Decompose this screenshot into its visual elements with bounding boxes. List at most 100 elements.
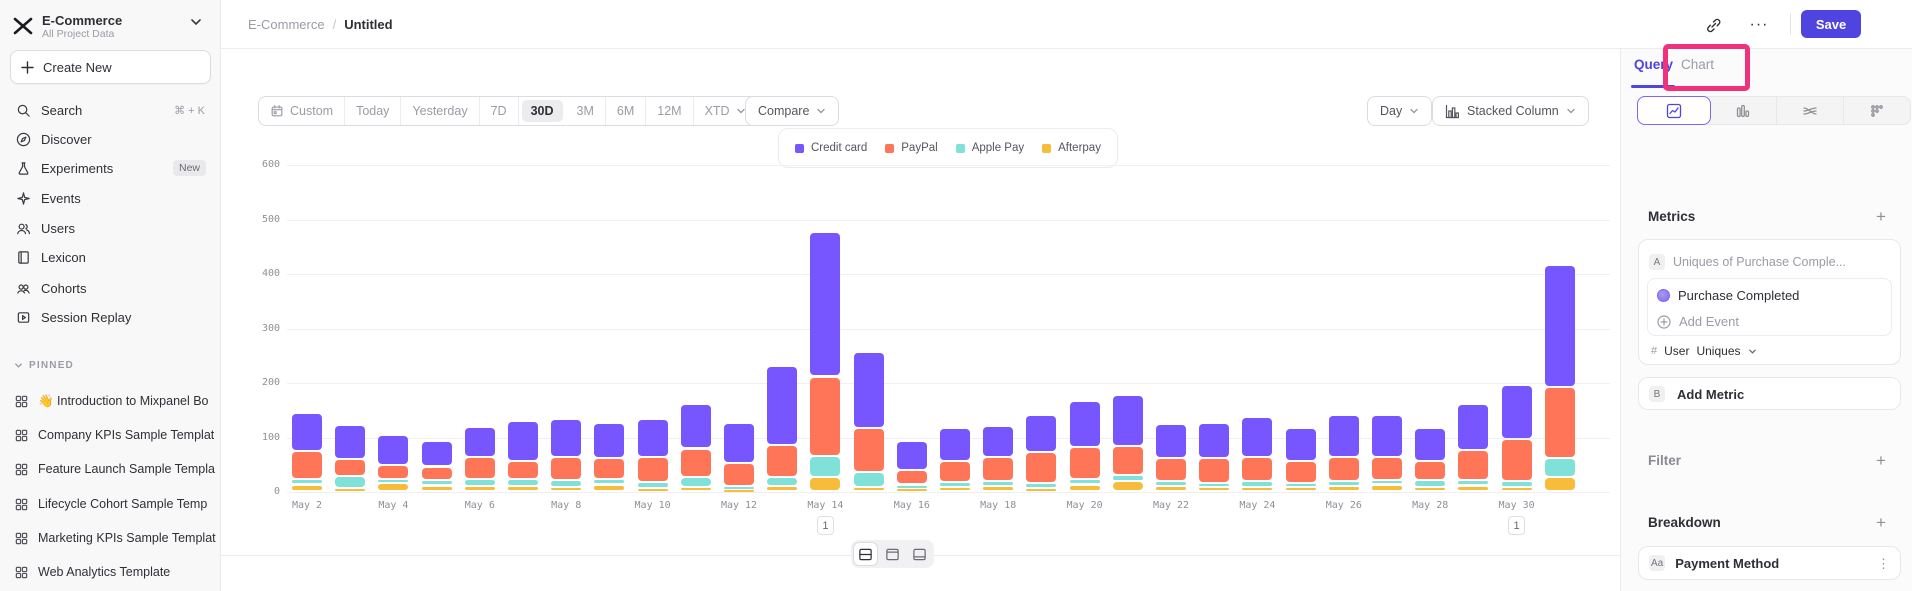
- date-range-6m[interactable]: 6M: [606, 97, 647, 125]
- bar-segment-credit-card[interactable]: [983, 426, 1014, 457]
- chart-annotation-badge[interactable]: 1: [816, 516, 834, 535]
- compare-button[interactable]: Compare: [745, 96, 840, 126]
- bar-segment-credit-card[interactable]: [335, 425, 366, 459]
- bar-segment-paypal[interactable]: [1026, 452, 1057, 482]
- sidebar-pinned-board[interactable]: Web Analytics Template: [6, 557, 219, 587]
- bar-segment-credit-card[interactable]: [594, 423, 625, 458]
- bar-segment-afterpay[interactable]: [1069, 485, 1100, 490]
- tab-query[interactable]: Query: [1634, 57, 1674, 72]
- bar-segment-paypal[interactable]: [335, 460, 366, 475]
- legend-item-apple-pay[interactable]: Apple Pay: [955, 142, 1024, 154]
- bar-segment-paypal[interactable]: [1069, 448, 1100, 478]
- sidebar-item-lexicon[interactable]: Lexicon: [6, 243, 215, 271]
- bar-segment-credit-card[interactable]: [724, 423, 754, 462]
- bar-segment-afterpay[interactable]: [983, 486, 1014, 490]
- bar-segment-afterpay[interactable]: [335, 488, 366, 491]
- bar-segment-paypal[interactable]: [1285, 462, 1316, 482]
- pinned-section-header[interactable]: PINNED: [14, 360, 74, 371]
- bar-segment-credit-card[interactable]: [378, 435, 409, 464]
- save-button[interactable]: Save: [1801, 10, 1861, 38]
- bar-segment-credit-card[interactable]: [421, 441, 452, 466]
- bar-segment-apple-pay[interactable]: [1026, 483, 1057, 488]
- bar-segment-paypal[interactable]: [1328, 458, 1359, 481]
- add-event-row[interactable]: Add Event: [1657, 314, 1739, 329]
- bar-segment-afterpay[interactable]: [1112, 482, 1143, 490]
- bar-segment-apple-pay[interactable]: [1069, 480, 1100, 484]
- bar-segment-afterpay[interactable]: [551, 487, 582, 490]
- add-metric-plus-button[interactable]: +: [1876, 207, 1886, 226]
- sidebar-item-cohorts[interactable]: Cohorts: [6, 274, 215, 302]
- bar-segment-credit-card[interactable]: [464, 427, 495, 457]
- sidebar-pinned-board[interactable]: Lifecycle Cohort Sample Temp: [6, 489, 219, 519]
- bar-segment-apple-pay[interactable]: [1199, 483, 1230, 486]
- bar-segment-credit-card[interactable]: [508, 421, 538, 460]
- bar-segment-credit-card[interactable]: [1156, 425, 1186, 458]
- copy-link-button[interactable]: [1700, 12, 1726, 38]
- bar-segment-apple-pay[interactable]: [680, 478, 711, 486]
- add-filter-plus-button[interactable]: +: [1876, 451, 1886, 470]
- bar-segment-apple-pay[interactable]: [1458, 481, 1489, 485]
- bar-segment-credit-card[interactable]: [1328, 415, 1359, 457]
- bar-segment-apple-pay[interactable]: [551, 481, 582, 486]
- sidebar-pinned-board[interactable]: Marketing KPIs Sample Templat: [6, 523, 219, 553]
- bar-segment-afterpay[interactable]: [853, 487, 884, 490]
- bar-segment-afterpay[interactable]: [1156, 486, 1186, 490]
- bar-segment-afterpay[interactable]: [292, 485, 322, 490]
- bar-segment-apple-pay[interactable]: [421, 481, 452, 485]
- sidebar-item-session-replay[interactable]: Session Replay: [6, 303, 215, 331]
- bar-segment-afterpay[interactable]: [378, 484, 409, 490]
- bar-segment-paypal[interactable]: [853, 429, 884, 471]
- bar-segment-apple-pay[interactable]: [1501, 482, 1532, 486]
- bar-segment-afterpay[interactable]: [810, 478, 841, 490]
- date-range-xtd[interactable]: XTD: [694, 97, 757, 125]
- bar-segment-apple-pay[interactable]: [983, 482, 1014, 485]
- bar-segment-afterpay[interactable]: [464, 486, 495, 490]
- event-row[interactable]: Purchase Completed: [1657, 288, 1799, 303]
- bar-segment-apple-pay[interactable]: [594, 480, 625, 484]
- aggregation-row[interactable]: # User Uniques: [1651, 344, 1757, 358]
- sidebar-item-experiments[interactable]: Experiments New: [6, 154, 215, 182]
- bar-segment-credit-card[interactable]: [853, 353, 884, 428]
- date-range-yesterday[interactable]: Yesterday: [401, 97, 480, 125]
- bar-segment-paypal[interactable]: [464, 458, 495, 478]
- date-range-today[interactable]: Today: [345, 97, 402, 125]
- bar-segment-credit-card[interactable]: [292, 413, 322, 450]
- chart-only-view-button[interactable]: [880, 542, 905, 566]
- bar-segment-afterpay[interactable]: [508, 486, 538, 490]
- bar-segment-apple-pay[interactable]: [1544, 459, 1575, 477]
- bar-segment-paypal[interactable]: [1544, 388, 1575, 458]
- bar-segment-apple-pay[interactable]: [1156, 482, 1186, 485]
- create-new-button[interactable]: Create New: [10, 50, 211, 84]
- breadcrumb-project[interactable]: E-Commerce: [248, 17, 325, 32]
- bar-segment-apple-pay[interactable]: [335, 476, 366, 487]
- bar-segment-apple-pay[interactable]: [1415, 481, 1446, 486]
- chart-type-dropdown[interactable]: Stacked Column: [1432, 96, 1589, 126]
- bar-segment-paypal[interactable]: [1156, 459, 1186, 481]
- date-range-30d[interactable]: 30D: [521, 100, 563, 122]
- breakdown-card[interactable]: Aa Payment Method ⋮: [1638, 546, 1901, 580]
- bar-segment-credit-card[interactable]: [767, 366, 798, 444]
- bar-segment-afterpay[interactable]: [1242, 487, 1273, 490]
- bar-segment-apple-pay[interactable]: [1328, 482, 1359, 485]
- bar-segment-credit-card[interactable]: [1415, 429, 1446, 460]
- bar-segment-paypal[interactable]: [680, 449, 711, 477]
- project-selector[interactable]: E-Commerce All Project Data: [10, 9, 210, 43]
- bar-segment-paypal[interactable]: [292, 451, 322, 478]
- bar-segment-apple-pay[interactable]: [292, 480, 322, 484]
- bar-segment-afterpay[interactable]: [1328, 486, 1359, 490]
- bar-segment-afterpay[interactable]: [1501, 487, 1532, 490]
- bar-segment-credit-card[interactable]: [637, 419, 668, 457]
- date-range-7d[interactable]: 7D: [480, 97, 519, 125]
- chevron-down-icon[interactable]: [190, 10, 202, 34]
- table-only-view-button[interactable]: [907, 542, 932, 566]
- bar-segment-credit-card[interactable]: [810, 233, 841, 376]
- sidebar-item-events[interactable]: Events: [6, 184, 215, 212]
- bar-segment-apple-pay[interactable]: [940, 483, 970, 486]
- bar-segment-afterpay[interactable]: [637, 488, 668, 491]
- bar-segment-credit-card[interactable]: [896, 441, 927, 470]
- bar-segment-credit-card[interactable]: [1372, 415, 1402, 457]
- granularity-dropdown[interactable]: Day: [1367, 96, 1433, 126]
- bar-segment-credit-card[interactable]: [1544, 265, 1575, 387]
- bar-segment-apple-pay[interactable]: [508, 480, 538, 485]
- kebab-menu-icon[interactable]: ⋮: [1877, 556, 1890, 571]
